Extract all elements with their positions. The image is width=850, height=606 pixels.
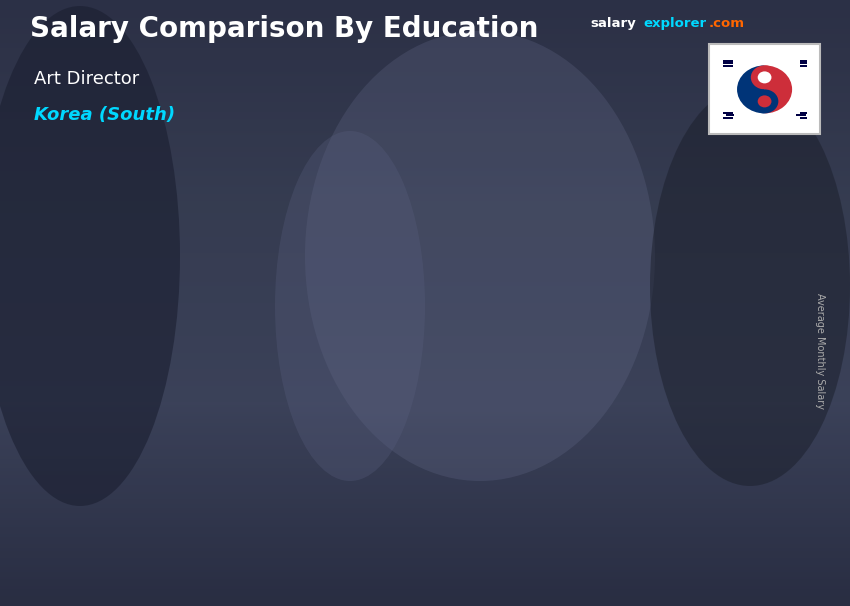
Text: explorer: explorer <box>643 17 706 30</box>
Bar <box>318 389 324 521</box>
Bar <box>666 270 672 521</box>
Bar <box>722 62 733 64</box>
Bar <box>275 389 366 395</box>
Text: +45%: +45% <box>374 238 442 258</box>
Bar <box>800 60 804 62</box>
Ellipse shape <box>0 6 180 506</box>
Bar <box>800 62 804 64</box>
Text: High School: High School <box>102 544 191 557</box>
Circle shape <box>751 65 779 89</box>
Text: 5,890,000 KRW: 5,890,000 KRW <box>672 242 787 255</box>
Bar <box>357 389 366 521</box>
Wedge shape <box>737 65 764 113</box>
Bar <box>803 60 808 62</box>
Bar <box>183 409 192 521</box>
Bar <box>624 270 633 521</box>
Bar <box>722 117 733 119</box>
Text: 3,100,000 KRW: 3,100,000 KRW <box>325 361 439 374</box>
Bar <box>144 409 150 521</box>
Bar <box>729 115 734 116</box>
Text: Bachelor's
Degree: Bachelor's Degree <box>456 544 534 571</box>
Bar <box>800 117 804 119</box>
Ellipse shape <box>275 131 425 481</box>
Text: Master's
Degree: Master's Degree <box>638 544 701 571</box>
Polygon shape <box>654 364 685 403</box>
Text: Certificate or
Diploma: Certificate or Diploma <box>271 544 371 571</box>
Text: .com: .com <box>709 17 745 30</box>
Text: Average Monthly Salary: Average Monthly Salary <box>815 293 825 410</box>
Text: 4,490,000 KRW: 4,490,000 KRW <box>499 302 613 315</box>
Ellipse shape <box>650 86 850 486</box>
Text: salary: salary <box>591 17 637 30</box>
Bar <box>275 389 366 521</box>
Bar <box>726 115 730 116</box>
Bar <box>101 409 192 414</box>
Bar <box>101 409 192 521</box>
Circle shape <box>751 89 779 113</box>
Bar <box>275 389 285 521</box>
Bar <box>800 112 804 114</box>
Bar <box>803 65 808 67</box>
Text: +18%: +18% <box>200 309 268 329</box>
Bar <box>800 65 804 67</box>
Polygon shape <box>131 440 162 479</box>
Bar <box>722 112 733 114</box>
Polygon shape <box>305 429 337 468</box>
Text: +31%: +31% <box>548 185 616 205</box>
Text: Salary Comparison By Education: Salary Comparison By Education <box>30 15 538 43</box>
Text: Korea (South): Korea (South) <box>34 106 175 124</box>
Bar <box>706 270 715 521</box>
Bar <box>531 330 541 521</box>
Bar <box>624 270 715 521</box>
Bar <box>796 115 807 116</box>
Circle shape <box>757 72 772 84</box>
Bar <box>803 112 808 114</box>
Circle shape <box>757 95 772 107</box>
Text: Art Director: Art Director <box>34 70 139 88</box>
Wedge shape <box>764 65 792 113</box>
Bar <box>450 330 541 338</box>
Bar <box>492 330 498 521</box>
Bar <box>803 62 808 64</box>
Bar <box>450 330 459 521</box>
Ellipse shape <box>305 31 655 481</box>
Bar <box>101 409 110 521</box>
Bar <box>624 270 715 281</box>
Bar <box>722 65 733 67</box>
Polygon shape <box>479 396 511 436</box>
Bar <box>803 117 808 119</box>
Bar <box>450 330 541 521</box>
Bar <box>722 60 733 62</box>
Text: 2,630,000 KRW: 2,630,000 KRW <box>98 381 212 394</box>
